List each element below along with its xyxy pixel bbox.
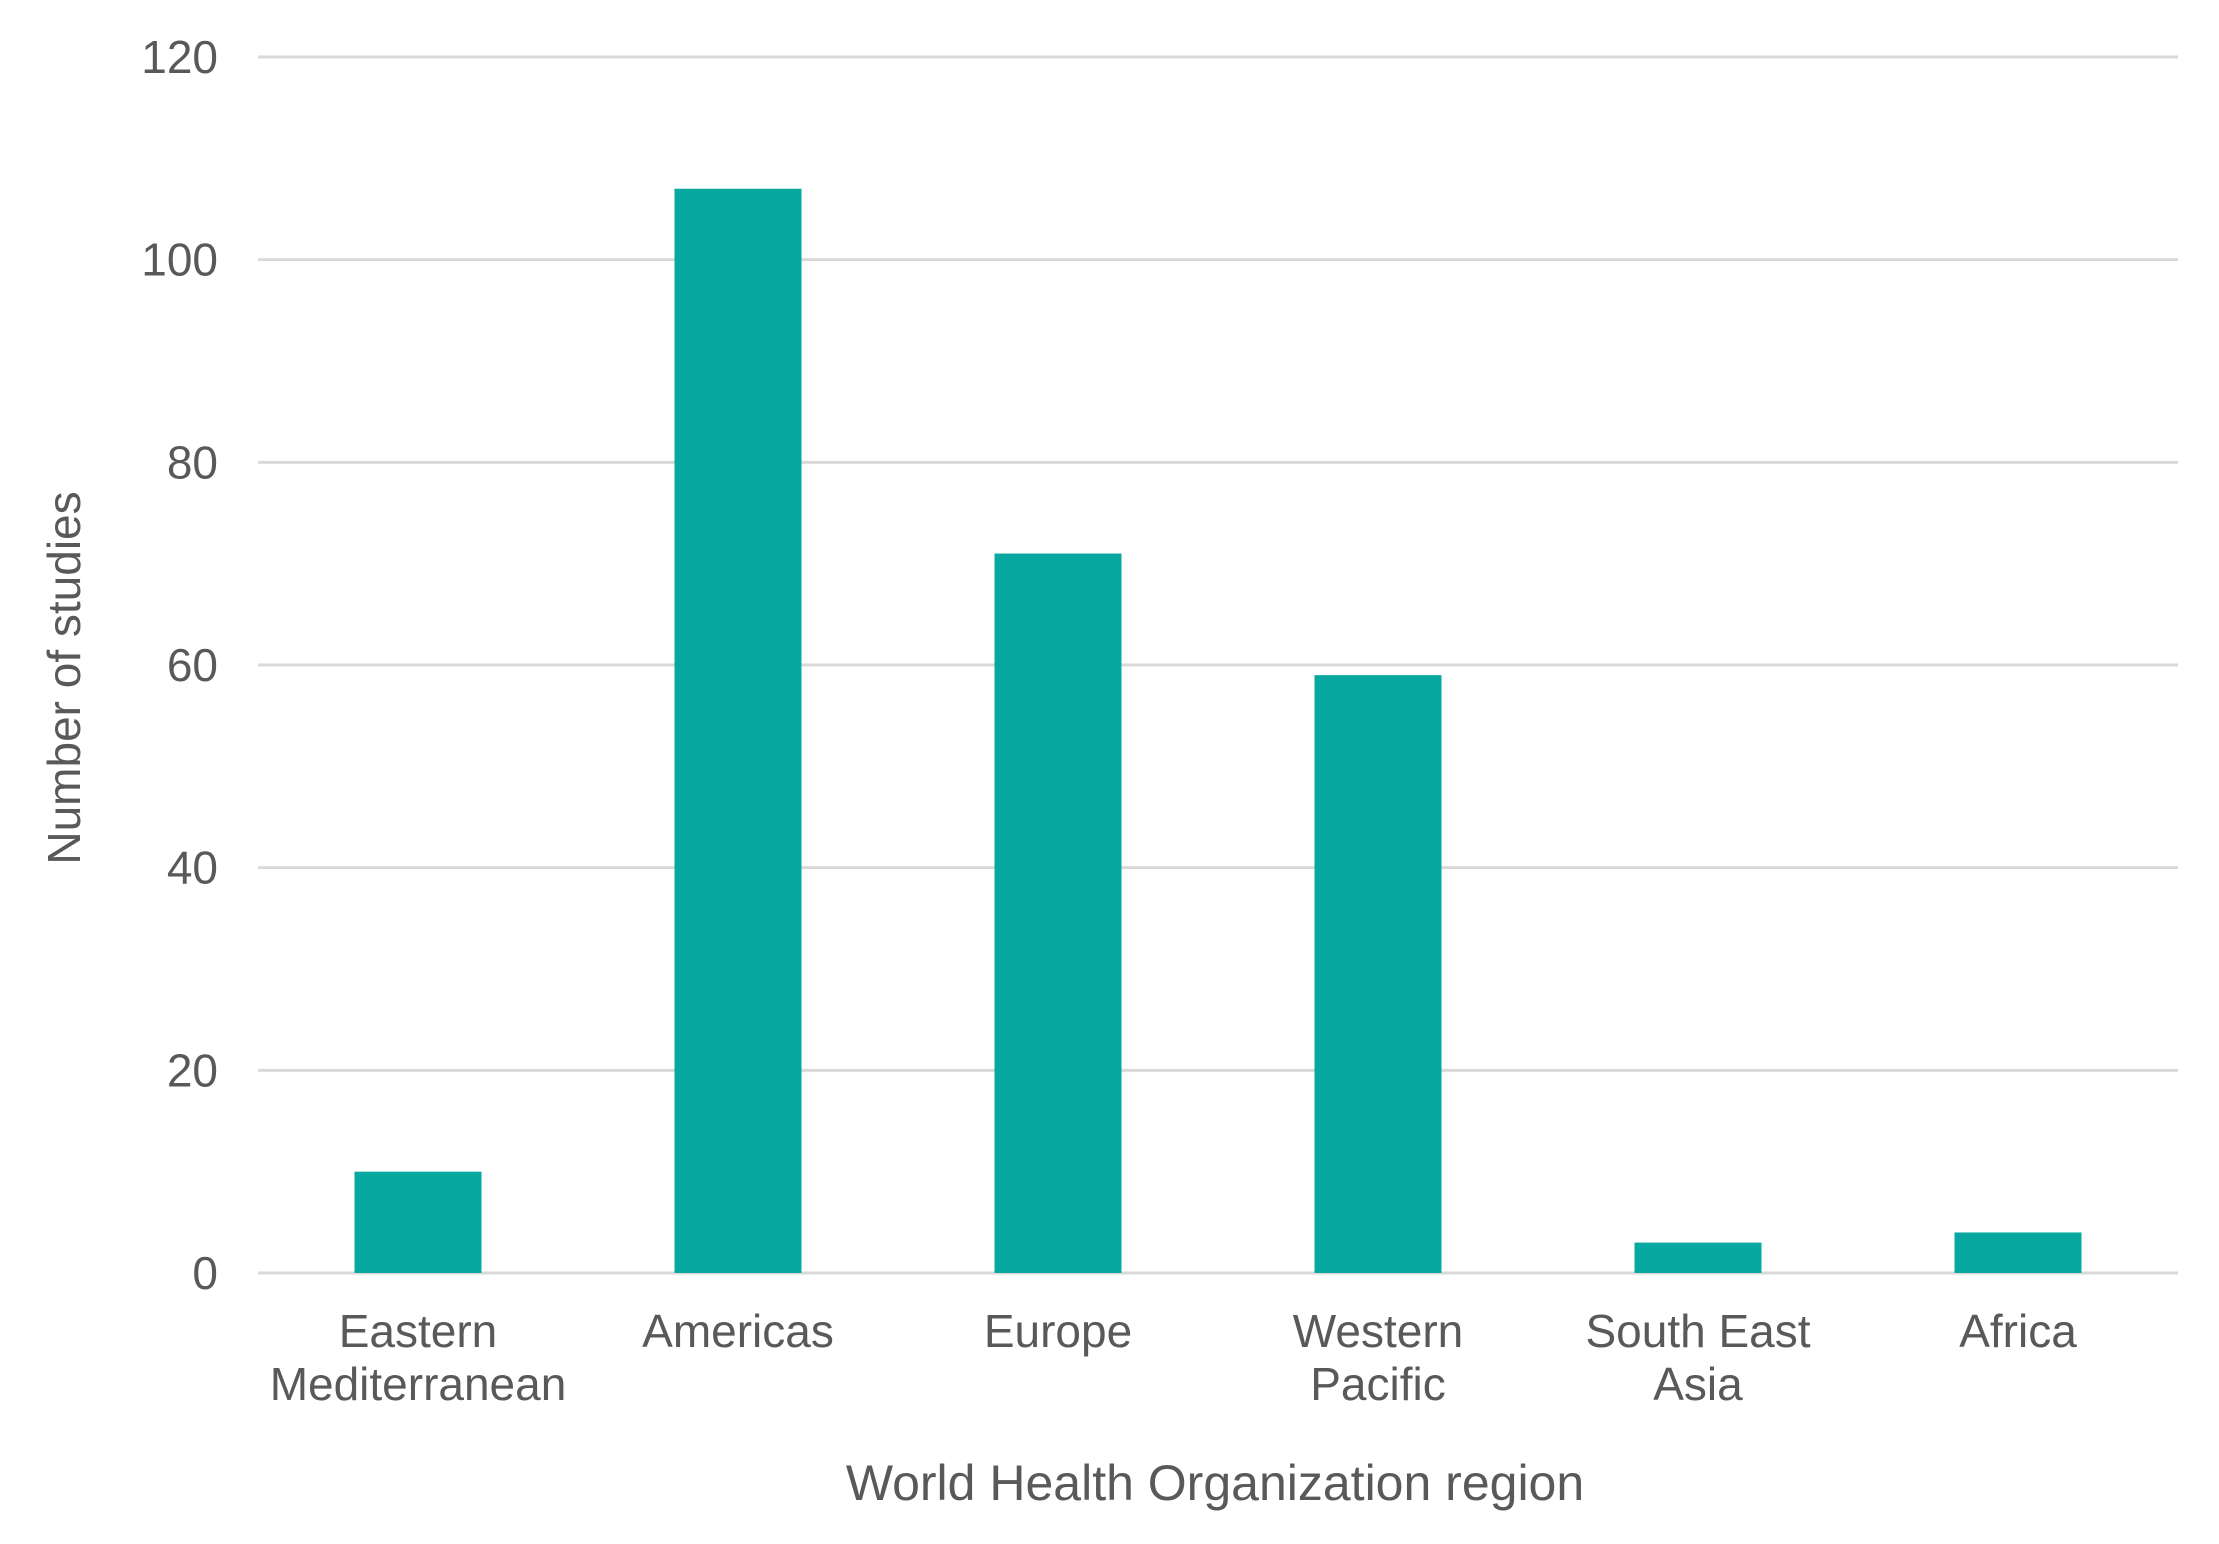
- y-tick-label: 100: [141, 234, 218, 286]
- y-tick-label: 0: [192, 1247, 218, 1299]
- x-tick-label: Eastern Mediterranean: [270, 1305, 567, 1410]
- x-tick-label-line: Western: [1293, 1305, 1463, 1357]
- x-tick-label-line: Americas: [642, 1305, 834, 1357]
- gridlines: [258, 55, 2178, 1275]
- x-axis-tick-labels: Eastern Mediterranean Americas Europe Wester…: [270, 1305, 2078, 1410]
- x-tick-label-line: Europe: [984, 1305, 1132, 1357]
- bar: [674, 188, 802, 1273]
- x-tick-label: Western Pacific: [1293, 1305, 1463, 1410]
- y-axis-tick-labels: 0 20 40 60 80 100 120: [141, 31, 218, 1299]
- x-axis-title: World Health Organization region: [846, 1455, 1584, 1511]
- bar: [354, 1171, 482, 1273]
- y-tick-label: 120: [141, 31, 218, 83]
- y-tick-label: 60: [167, 639, 218, 691]
- bar: [1314, 675, 1442, 1273]
- x-tick-label: Europe: [984, 1305, 1132, 1357]
- x-tick-label-line: Mediterranean: [270, 1358, 567, 1410]
- bars: [354, 188, 2082, 1273]
- x-tick-label: Americas: [642, 1305, 834, 1357]
- y-tick-label: 80: [167, 436, 218, 488]
- bar: [1954, 1232, 2082, 1273]
- x-tick-label: South East Asia: [1585, 1305, 1810, 1410]
- y-tick-label: 40: [167, 842, 218, 894]
- x-tick-label-line: Asia: [1653, 1358, 1743, 1410]
- y-axis-title: Number of studies: [38, 491, 90, 864]
- bar: [1634, 1242, 1762, 1273]
- y-tick-label: 20: [167, 1044, 218, 1096]
- x-tick-label-line: South East: [1585, 1305, 1810, 1357]
- bar: [994, 553, 1122, 1273]
- x-tick-label-line: Pacific: [1310, 1358, 1445, 1410]
- x-tick-label-line: Eastern: [339, 1305, 498, 1357]
- x-tick-label: Africa: [1959, 1305, 2077, 1357]
- x-tick-label-line: Africa: [1959, 1305, 2077, 1357]
